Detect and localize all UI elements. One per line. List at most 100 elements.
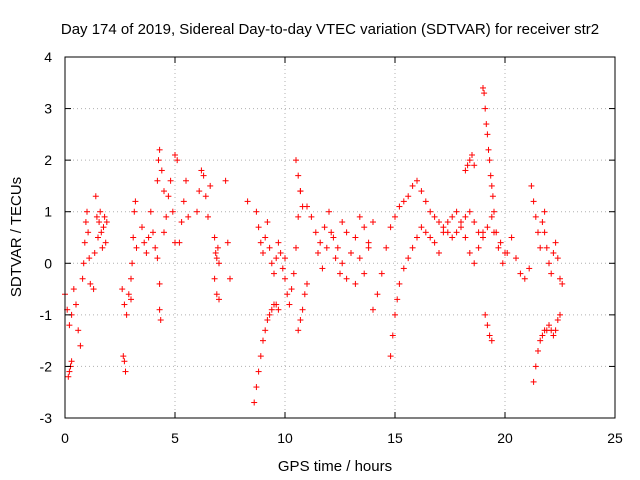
- data-point: [552, 327, 559, 334]
- data-point: [541, 208, 548, 215]
- data-point: [273, 255, 280, 262]
- data-point: [98, 229, 105, 236]
- data-point: [257, 239, 264, 246]
- data-point: [462, 234, 469, 241]
- data-point: [150, 229, 156, 236]
- data-point: [282, 255, 288, 262]
- data-point: [275, 306, 282, 313]
- data-point: [405, 193, 412, 200]
- data-point: [462, 213, 469, 220]
- x-axis-label: GPS time / hours: [278, 458, 392, 475]
- data-point: [286, 301, 293, 308]
- data-point: [80, 260, 87, 267]
- data-point: [255, 368, 262, 375]
- data-point: [453, 229, 460, 236]
- data-point: [422, 198, 429, 205]
- data-point: [101, 213, 108, 220]
- data-point: [304, 203, 310, 210]
- data-point: [469, 151, 475, 158]
- data-point: [400, 198, 407, 205]
- data-point: [277, 249, 284, 256]
- data-point: [352, 234, 359, 241]
- data-point: [257, 353, 264, 360]
- data-point: [400, 265, 407, 272]
- data-point: [532, 213, 539, 220]
- data-point: [121, 301, 128, 308]
- data-point: [475, 244, 482, 251]
- data-point: [550, 249, 557, 256]
- data-point: [343, 229, 350, 236]
- data-point: [255, 224, 262, 231]
- data-point: [330, 234, 337, 241]
- data-point: [251, 399, 258, 406]
- data-point: [482, 105, 489, 112]
- data-points: [62, 84, 566, 406]
- data-point: [343, 275, 350, 282]
- data-point: [554, 255, 561, 262]
- data-point: [157, 317, 164, 324]
- data-point: [295, 172, 302, 179]
- data-point: [163, 213, 170, 220]
- data-point: [123, 311, 130, 318]
- data-point: [167, 177, 174, 184]
- data-point: [66, 368, 73, 375]
- data-point: [378, 270, 385, 277]
- data-point: [546, 260, 552, 267]
- data-point: [418, 224, 425, 231]
- data-point: [119, 286, 126, 293]
- data-point: [99, 244, 106, 251]
- data-point: [290, 270, 297, 277]
- data-point: [392, 311, 398, 318]
- data-point: [548, 270, 555, 277]
- data-point: [370, 306, 376, 313]
- data-point: [486, 332, 493, 339]
- data-point: [480, 234, 486, 241]
- data-point: [262, 234, 269, 241]
- data-point: [95, 234, 101, 241]
- data-point: [440, 224, 447, 231]
- data-point: [141, 239, 148, 246]
- data-point: [559, 280, 566, 287]
- data-point: [436, 219, 442, 226]
- data-point: [396, 203, 403, 210]
- data-point: [405, 255, 412, 262]
- data-point: [172, 151, 178, 158]
- data-point: [427, 208, 434, 215]
- data-point: [480, 84, 486, 91]
- data-point: [537, 337, 544, 344]
- data-point: [394, 296, 401, 303]
- data-point: [539, 332, 546, 339]
- x-tick-label: 25: [607, 430, 623, 446]
- data-point: [122, 368, 129, 375]
- data-point: [485, 146, 492, 153]
- data-point: [396, 280, 403, 287]
- grid-lines: [65, 57, 615, 418]
- data-point: [97, 208, 104, 215]
- data-point: [147, 208, 154, 215]
- data-point: [480, 229, 486, 236]
- data-point: [440, 229, 447, 236]
- data-point: [198, 167, 205, 174]
- data-point: [466, 157, 473, 164]
- data-point: [222, 177, 229, 184]
- data-point: [431, 239, 438, 246]
- data-point: [491, 229, 497, 236]
- data-point: [301, 291, 308, 298]
- x-tick-label: 5: [171, 430, 179, 446]
- data-point: [224, 239, 231, 246]
- data-point: [486, 157, 493, 164]
- data-point: [321, 224, 328, 231]
- data-point: [131, 208, 138, 215]
- data-point: [339, 260, 346, 267]
- y-tick-label: 2: [44, 152, 52, 168]
- data-point: [87, 280, 94, 287]
- data-point: [178, 219, 185, 226]
- data-point: [328, 229, 335, 236]
- data-point: [383, 244, 390, 251]
- data-point: [120, 353, 127, 360]
- data-point: [449, 234, 456, 241]
- data-point: [90, 286, 97, 293]
- data-point: [484, 131, 491, 138]
- data-point: [66, 322, 73, 329]
- data-point: [213, 291, 220, 298]
